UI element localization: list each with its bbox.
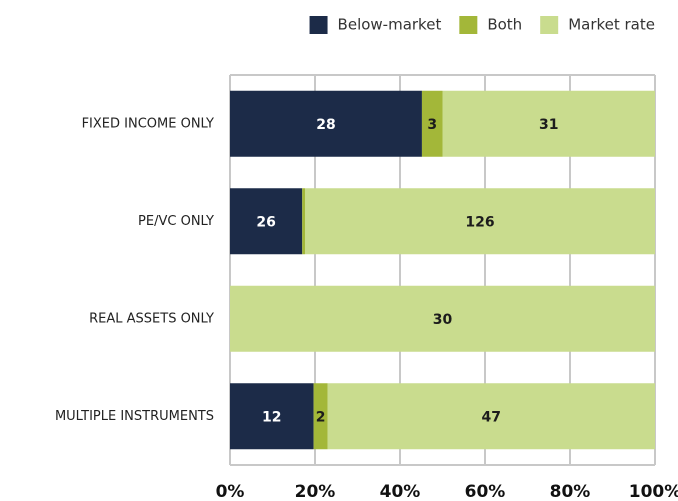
value-label: 12 [262,409,281,425]
bar-segment [230,188,303,255]
x-tick-label: 80% [550,482,591,501]
category-label: MULTIPLE INSTRUMENTS [55,409,214,424]
value-label: 47 [482,409,501,425]
value-label: 28 [316,117,335,133]
category-label: PE/VC ONLY [138,214,214,229]
bar-segment [305,188,655,255]
bar-segment [302,188,305,255]
category-label: FIXED INCOME ONLY [82,116,214,131]
legend-swatch [309,16,328,34]
legend-swatch [459,16,478,34]
category-label: REAL ASSETS ONLY [89,311,214,326]
legend-label: Both [487,16,522,34]
legend-label: Below-market [338,16,442,34]
value-label: 30 [433,312,453,328]
x-tick-label: 100% [629,482,678,501]
bar-segment [421,90,443,157]
value-label: 26 [256,214,275,230]
bar-segment [313,383,328,450]
value-label: 2 [316,409,326,425]
value-label: 3 [427,117,437,133]
bar-segment [230,383,314,450]
bar-segment [442,90,655,157]
legend-swatch [540,16,559,34]
x-tick-label: 20% [295,482,336,501]
x-tick-label: 0% [216,482,245,501]
legend-label: Market rate [568,16,655,34]
bar-segment [327,383,655,450]
x-tick-label: 40% [380,482,421,501]
x-tick-label: 60% [465,482,506,501]
value-label: 126 [465,214,494,230]
bar-segment [230,90,422,157]
bar-segment [230,285,655,352]
value-label: 31 [539,117,558,133]
